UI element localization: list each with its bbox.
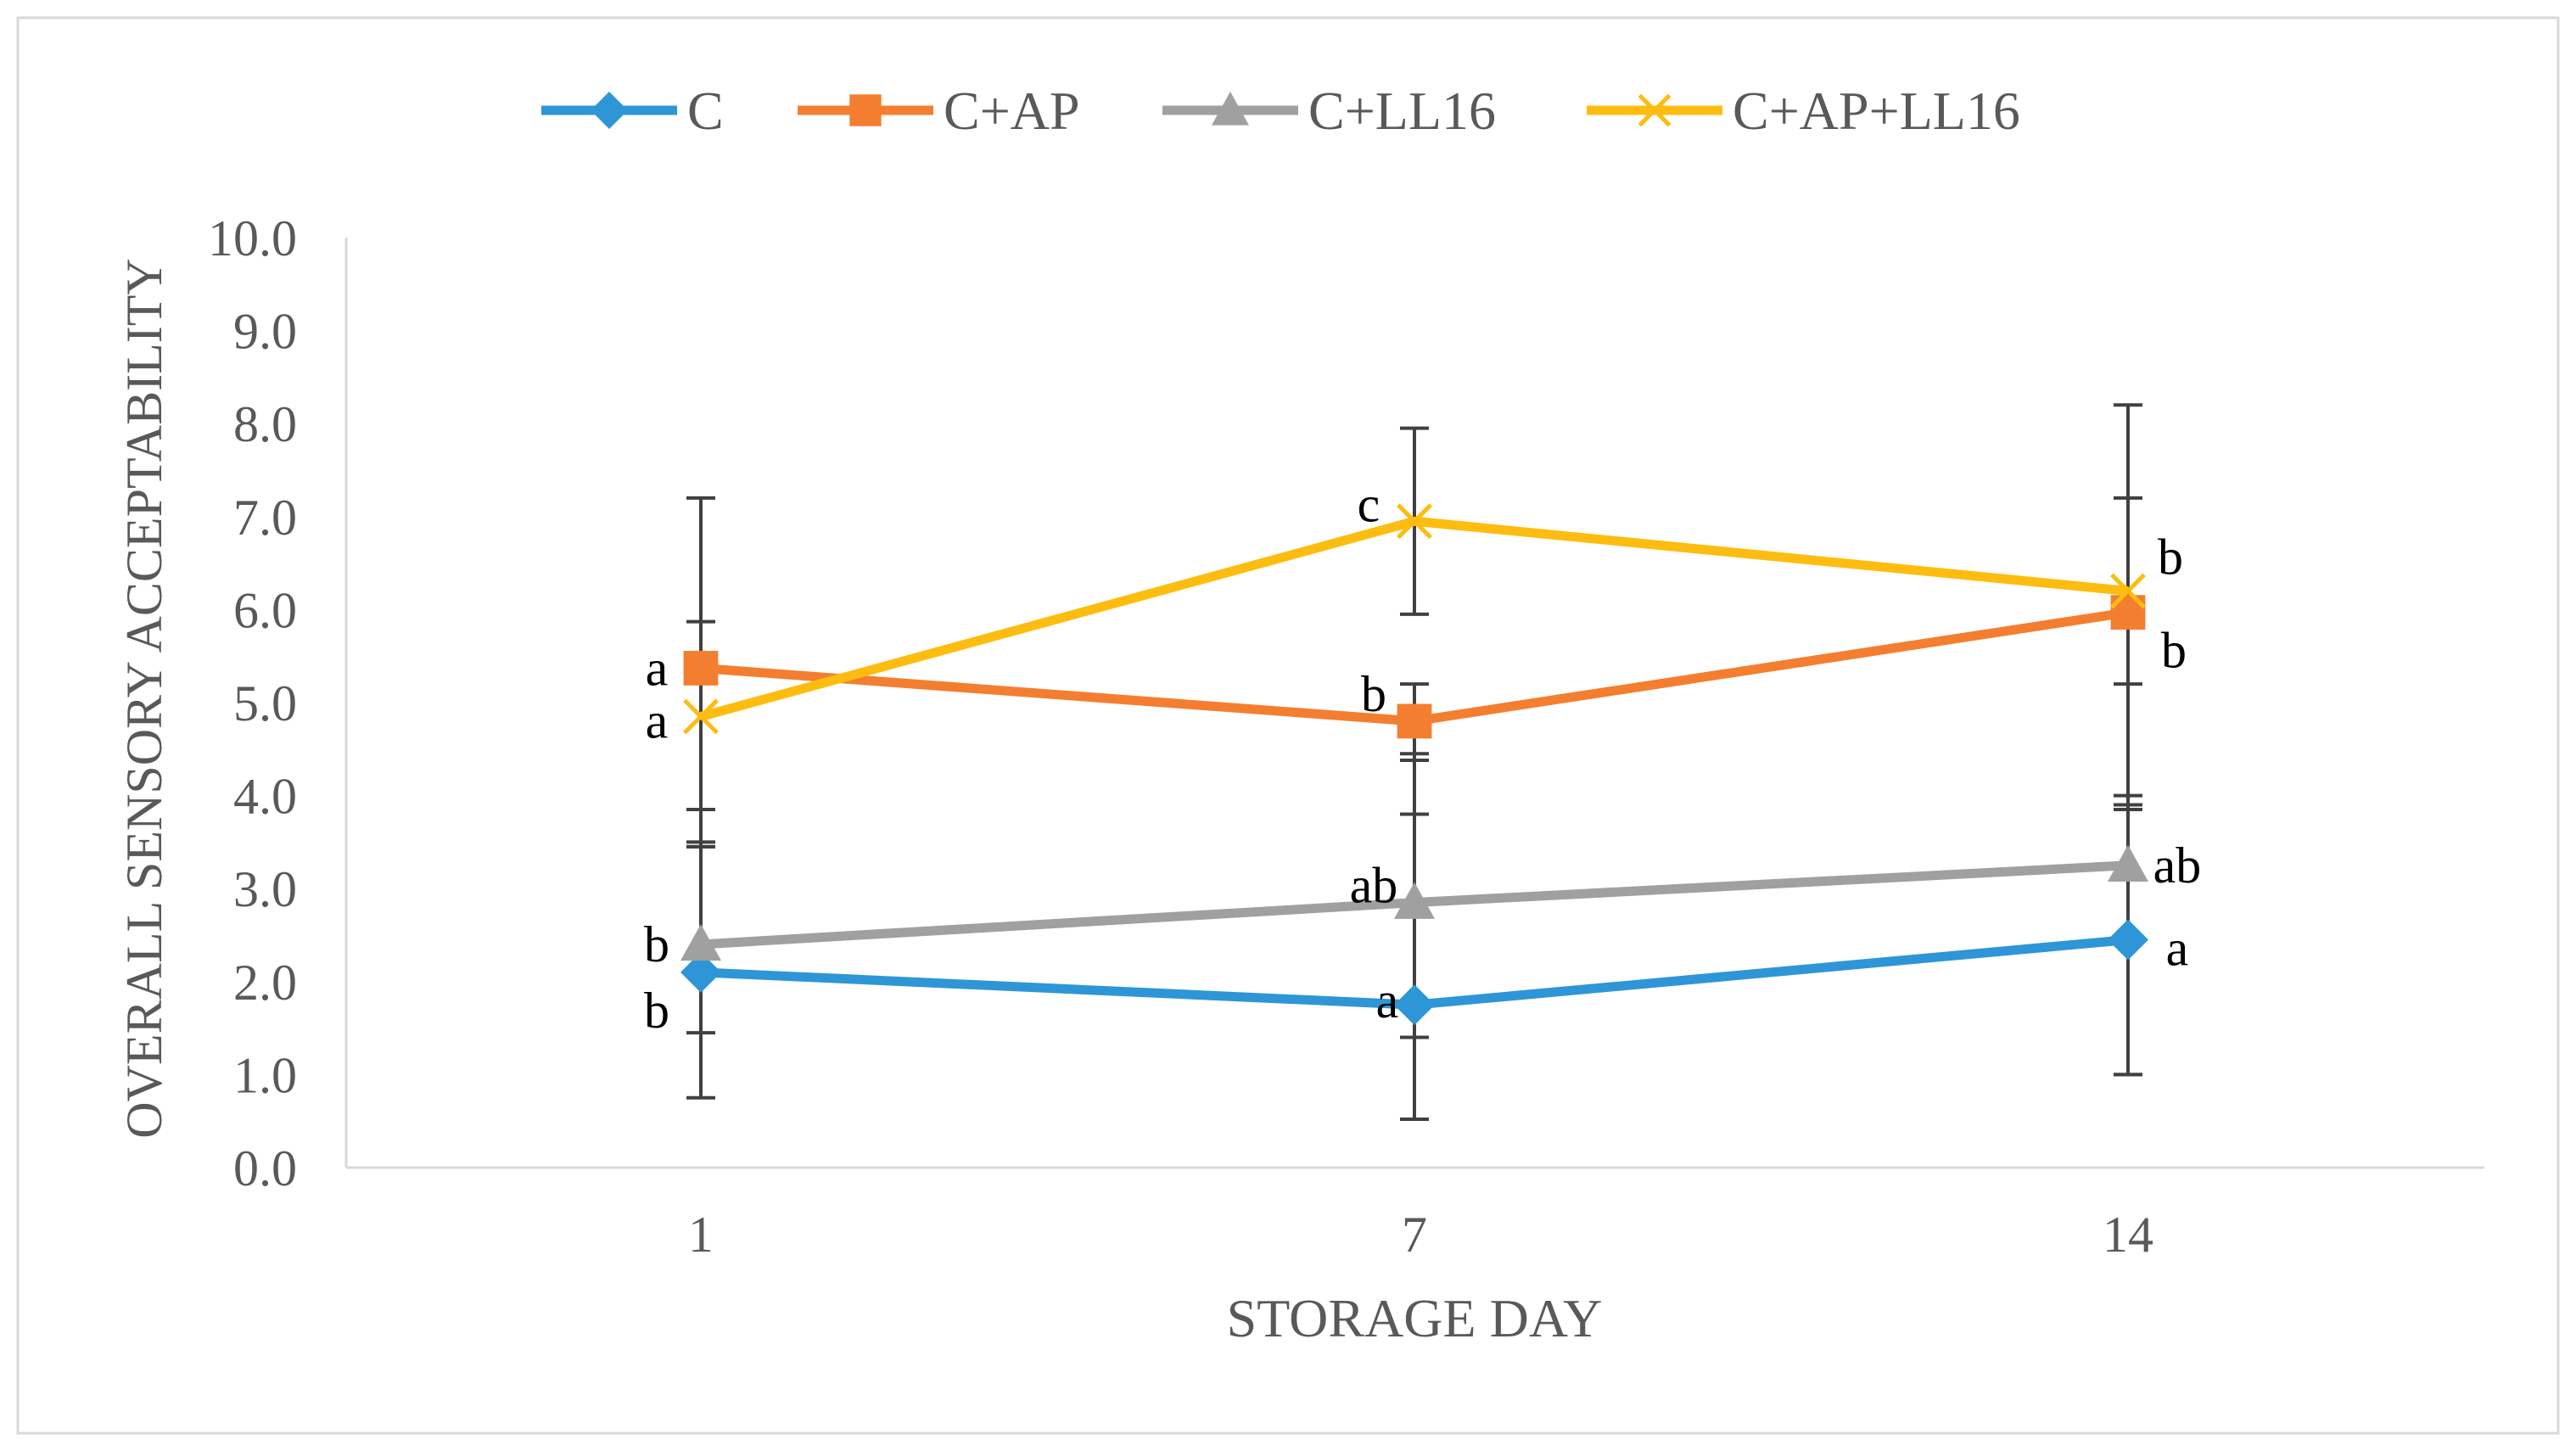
significance-label: a bbox=[646, 692, 669, 748]
legend-entry: C+AP+LL16 bbox=[1587, 81, 2020, 141]
significance-label: a bbox=[646, 640, 669, 696]
significance-label: b bbox=[1361, 666, 1386, 722]
legend: C C+AP C+LL16 C+AP+LL16 bbox=[541, 81, 2020, 141]
legend-entry: C+LL16 bbox=[1162, 81, 1496, 141]
legend-label: C+AP+LL16 bbox=[1733, 81, 2020, 141]
legend-marker bbox=[1212, 92, 1249, 126]
significance-label: a bbox=[1376, 972, 1399, 1028]
series-markers bbox=[680, 503, 2148, 1026]
legend-entry: C bbox=[541, 81, 724, 141]
legend-label: C bbox=[687, 81, 724, 141]
data-point-marker bbox=[683, 698, 719, 735]
x-axis-title: STORAGE DAY bbox=[1227, 1288, 1603, 1348]
chart-border bbox=[16, 16, 2560, 1435]
legend-label: C+AP bbox=[944, 81, 1080, 141]
legend-marker bbox=[849, 94, 882, 126]
significance-label: ab bbox=[1350, 858, 1398, 914]
data-point-marker bbox=[680, 951, 721, 993]
x-tick-label: 7 bbox=[1402, 1207, 1427, 1263]
significance-label: b bbox=[2161, 623, 2187, 679]
y-tick-label: 6.0 bbox=[233, 582, 297, 638]
significance-label: b bbox=[644, 916, 669, 972]
legend-marker bbox=[591, 92, 628, 129]
data-point-marker bbox=[2110, 573, 2146, 609]
data-point-marker bbox=[1394, 984, 1435, 1026]
y-tick-label: 3.0 bbox=[233, 861, 297, 917]
y-tick-label: 7.0 bbox=[233, 490, 297, 546]
y-tick-label: 1.0 bbox=[233, 1047, 297, 1103]
y-axis: 0.0 1.0 2.0 3.0 4.0 5.0 6.0 7.0 8.0 9.0 10.0 bbox=[208, 210, 348, 1196]
y-tick-label: 4.0 bbox=[233, 769, 297, 825]
significance-label: ab bbox=[2153, 838, 2202, 894]
y-tick-label: 2.0 bbox=[233, 955, 297, 1011]
data-point-marker bbox=[1397, 503, 1432, 540]
significance-label: c bbox=[1358, 476, 1380, 532]
data-point-marker bbox=[2108, 919, 2148, 961]
data-point-marker bbox=[1397, 703, 1432, 739]
y-tick-label: 5.0 bbox=[233, 675, 297, 731]
data-point-marker bbox=[680, 923, 721, 961]
x-tick-label: 14 bbox=[2103, 1207, 2153, 1263]
y-tick-label: 10.0 bbox=[208, 210, 297, 266]
data-point-marker bbox=[1394, 882, 1435, 919]
significance-label: b bbox=[644, 983, 669, 1039]
x-tick-label: 1 bbox=[688, 1207, 714, 1263]
legend-marker bbox=[1638, 93, 1672, 127]
data-point-marker bbox=[683, 651, 719, 686]
y-tick-label: 8.0 bbox=[233, 396, 297, 452]
y-tick-label: 0.0 bbox=[233, 1140, 297, 1196]
significance-label: a bbox=[2166, 920, 2189, 976]
legend-entry: C+AP bbox=[798, 81, 1080, 141]
significance-label: b bbox=[2158, 529, 2183, 585]
y-axis-title: OVERALL SENSORY ACCEPTABILITY bbox=[116, 258, 172, 1138]
y-tick-label: 9.0 bbox=[233, 304, 297, 360]
legend-label: C+LL16 bbox=[1308, 81, 1496, 141]
x-axis: 1 7 14 bbox=[346, 1166, 2484, 1263]
data-point-marker bbox=[2108, 844, 2148, 882]
